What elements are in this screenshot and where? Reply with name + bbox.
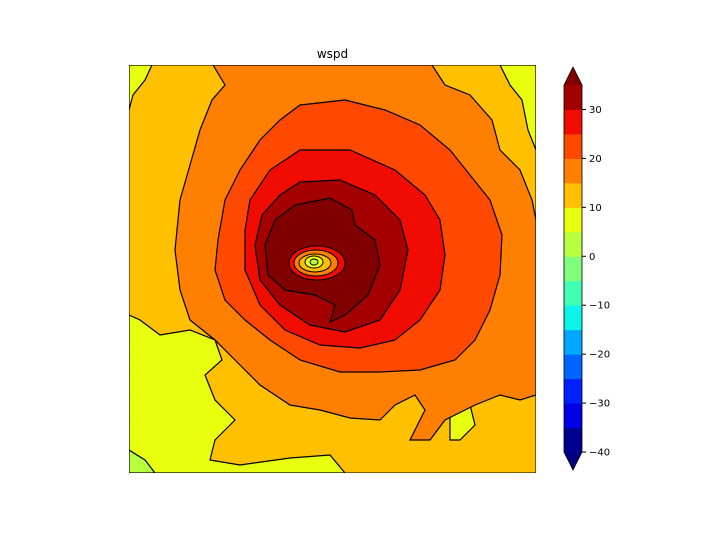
contour-5-10-left xyxy=(129,314,346,473)
colorbar-band xyxy=(564,207,582,233)
colorbar-band xyxy=(564,305,582,331)
colorbar-band xyxy=(564,427,582,453)
colorbar-tick-label: 10 xyxy=(589,203,602,214)
colorbar-band xyxy=(564,85,582,110)
colorbar-tick-label: −40 xyxy=(589,448,610,459)
colorbar-band xyxy=(564,256,582,282)
colorbar-band xyxy=(564,329,582,355)
colorbar-band xyxy=(564,354,582,380)
colorbar-tick-label: 30 xyxy=(589,105,602,116)
chart-title: wspd xyxy=(316,47,349,61)
colorbar-tick-label: 20 xyxy=(589,154,602,165)
contour-5-10-topright xyxy=(499,65,536,151)
colorbar-band xyxy=(564,231,582,257)
contour-5-10-topleft xyxy=(129,65,153,111)
colorbar-band xyxy=(564,133,582,159)
colorbar-tick-label: −30 xyxy=(589,399,610,410)
colorbar-band xyxy=(564,182,582,208)
colorbar-extend-max xyxy=(564,67,582,85)
eye-contours xyxy=(288,245,346,281)
contour-field xyxy=(129,65,536,473)
colorbar-band xyxy=(564,403,582,429)
contour-0-5-bottomleft xyxy=(129,449,156,473)
colorbar-band xyxy=(564,280,582,306)
colorbar-band xyxy=(564,378,582,404)
colorbar-band xyxy=(564,109,582,135)
colorbar-band xyxy=(564,158,582,184)
colorbar-tick-label: −20 xyxy=(589,350,610,361)
colorbar-tick-label: 0 xyxy=(589,252,595,263)
colorbar: 30 20 10 0 −10 −20 −30 −40 xyxy=(563,66,610,471)
colorbar-extend-min xyxy=(564,452,582,470)
colorbar-tick-label: −10 xyxy=(589,301,610,312)
